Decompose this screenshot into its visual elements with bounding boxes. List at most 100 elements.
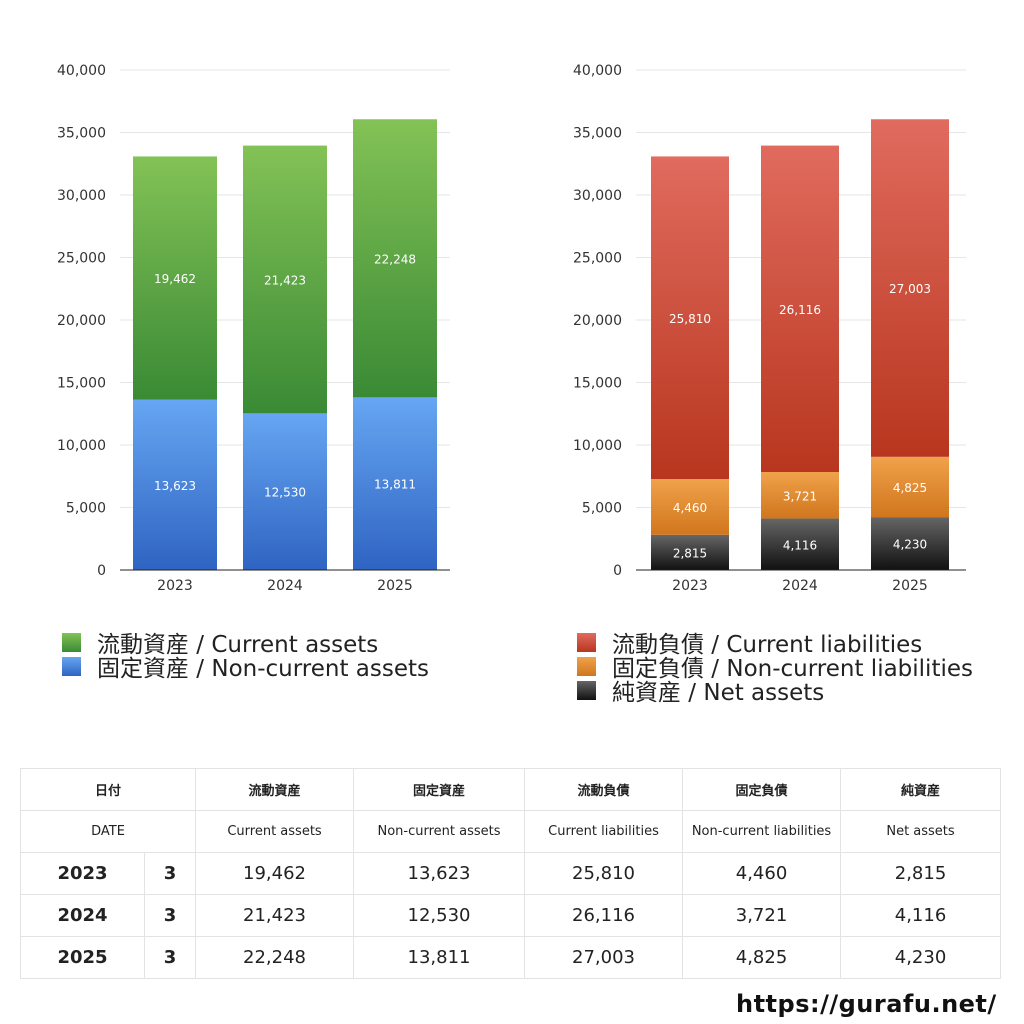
data-label: 26,116 bbox=[779, 303, 821, 317]
table-header-cell: Net assets bbox=[840, 810, 1002, 853]
data-label: 4,460 bbox=[673, 501, 707, 515]
bar-segment bbox=[651, 534, 729, 570]
y-tick-label: 10,000 bbox=[573, 438, 622, 454]
month-cell: 3 bbox=[143, 936, 197, 979]
y-tick-label: 0 bbox=[97, 563, 106, 579]
data-label: 4,230 bbox=[893, 538, 927, 552]
x-tick-label: 2025 bbox=[377, 578, 413, 594]
bar-segment bbox=[651, 479, 729, 535]
table-header-cell: DATE bbox=[19, 810, 197, 853]
y-tick-label: 25,000 bbox=[57, 251, 106, 267]
y-tick-label: 20,000 bbox=[57, 313, 106, 329]
bar-segment bbox=[133, 156, 217, 400]
legend-item: 流動資産 / Current assets bbox=[62, 630, 429, 658]
table-row: 2024 3 21,423 12,530 26,116 3,721 4,116 bbox=[20, 894, 1002, 937]
x-tick-label: 2024 bbox=[782, 578, 818, 594]
y-tick-label: 0 bbox=[613, 563, 622, 579]
y-tick-label: 35,000 bbox=[573, 126, 622, 142]
bar-segment bbox=[133, 399, 217, 570]
value-cell: 13,623 bbox=[353, 852, 526, 895]
legend-item: 固定負債 / Non-current liabilities bbox=[577, 654, 973, 682]
table-subheader-row: DATE Current assets Non-current assets C… bbox=[19, 810, 1002, 853]
table-header-row: 日付 流動資産 固定資産 流動負債 固定負債 純資産 bbox=[19, 768, 1002, 811]
legend-label: 流動負債 / Current liabilities bbox=[612, 632, 923, 658]
legend-swatch bbox=[577, 680, 596, 700]
assets-chart: 0 5,000 10,000 15,000 20,000 25,000 30,000 35,0… bbox=[57, 63, 450, 594]
bar-segment bbox=[243, 145, 327, 414]
year-cell: 2024 bbox=[20, 894, 145, 937]
data-label: 25,810 bbox=[669, 312, 711, 326]
table-header-cell: 流動負債 bbox=[524, 768, 684, 811]
bar-segment bbox=[871, 456, 949, 518]
table-header-cell: Non-current liabilities bbox=[682, 810, 842, 853]
value-cell: 4,230 bbox=[840, 936, 1002, 979]
legend-swatch bbox=[62, 656, 81, 676]
bar-segment bbox=[761, 518, 839, 570]
month-cell: 3 bbox=[143, 894, 197, 937]
bar-segment bbox=[353, 397, 437, 570]
data-label: 2,815 bbox=[673, 546, 707, 560]
data-label: 27,003 bbox=[889, 282, 931, 296]
data-label: 22,248 bbox=[374, 252, 416, 266]
data-label: 13,811 bbox=[374, 478, 416, 492]
bar-segment bbox=[871, 119, 949, 457]
legend-assets: 流動資産 / Current assets 固定資産 / Non-current… bbox=[62, 630, 429, 682]
value-cell: 25,810 bbox=[524, 852, 684, 895]
legend-label: 固定資産 / Non-current assets bbox=[97, 656, 430, 682]
data-label: 12,530 bbox=[264, 486, 306, 500]
value-cell: 4,825 bbox=[682, 936, 842, 979]
legend-label: 固定負債 / Non-current liabilities bbox=[612, 656, 973, 682]
bar-segment bbox=[243, 413, 327, 570]
y-tick-label: 5,000 bbox=[66, 501, 106, 517]
value-cell: 19,462 bbox=[195, 852, 355, 895]
legend-label: 純資産 / Net assets bbox=[612, 680, 825, 706]
table-row: 2025 3 22,248 13,811 27,003 4,825 4,230 bbox=[20, 936, 1002, 979]
year-cell: 2023 bbox=[20, 852, 145, 895]
value-cell: 26,116 bbox=[524, 894, 684, 937]
bar-segment bbox=[651, 156, 729, 480]
value-cell: 2,815 bbox=[840, 852, 1002, 895]
legend-item: 固定資産 / Non-current assets bbox=[62, 654, 429, 682]
y-tick-label: 25,000 bbox=[573, 251, 622, 267]
table-header-cell: 流動資産 bbox=[195, 768, 355, 811]
table-header-cell: Current liabilities bbox=[524, 810, 684, 853]
x-tick-label: 2023 bbox=[157, 578, 193, 594]
month-cell: 3 bbox=[143, 852, 197, 895]
value-cell: 22,248 bbox=[195, 936, 355, 979]
table-header-cell: Current assets bbox=[195, 810, 355, 853]
table-header-cell: 固定資産 bbox=[353, 768, 526, 811]
bar-segment bbox=[761, 472, 839, 519]
x-tick-label: 2024 bbox=[267, 578, 303, 594]
y-tick-label: 5,000 bbox=[582, 501, 622, 517]
y-tick-label: 40,000 bbox=[57, 63, 106, 79]
x-tick-label: 2025 bbox=[892, 578, 928, 594]
y-tick-label: 40,000 bbox=[573, 63, 622, 79]
y-tick-label: 20,000 bbox=[573, 313, 622, 329]
x-tick-label: 2023 bbox=[672, 578, 708, 594]
year-cell: 2025 bbox=[20, 936, 145, 979]
site-url[interactable]: https://gurafu.net/ bbox=[736, 990, 997, 1018]
data-label: 19,462 bbox=[154, 272, 196, 286]
data-label: 4,116 bbox=[783, 538, 817, 552]
legend-item: 流動負債 / Current liabilities bbox=[577, 630, 973, 658]
value-cell: 21,423 bbox=[195, 894, 355, 937]
table-row: 2023 3 19,462 13,623 25,810 4,460 2,815 bbox=[20, 852, 1002, 895]
value-cell: 13,811 bbox=[353, 936, 526, 979]
legend-swatch bbox=[577, 632, 596, 652]
value-cell: 3,721 bbox=[682, 894, 842, 937]
y-tick-label: 35,000 bbox=[57, 126, 106, 142]
data-table: 日付 流動資産 固定資産 流動負債 固定負債 純資産 DATE Current … bbox=[19, 768, 1002, 979]
table-header-cell: 純資産 bbox=[840, 768, 1002, 811]
liabilities-chart: 0 5,000 10,000 15,000 20,000 25,000 30,000 35,0… bbox=[573, 63, 966, 594]
table-header-cell: Non-current assets bbox=[353, 810, 526, 853]
legend-swatch bbox=[577, 656, 596, 676]
value-cell: 4,116 bbox=[840, 894, 1002, 937]
value-cell: 4,460 bbox=[682, 852, 842, 895]
bar-segment bbox=[761, 145, 839, 473]
value-cell: 12,530 bbox=[353, 894, 526, 937]
table-header-cell: 日付 bbox=[19, 768, 197, 811]
legend-item: 純資産 / Net assets bbox=[577, 678, 973, 706]
table-header-cell: 固定負債 bbox=[682, 768, 842, 811]
bar-segment bbox=[871, 517, 949, 570]
y-tick-label: 15,000 bbox=[573, 376, 622, 392]
